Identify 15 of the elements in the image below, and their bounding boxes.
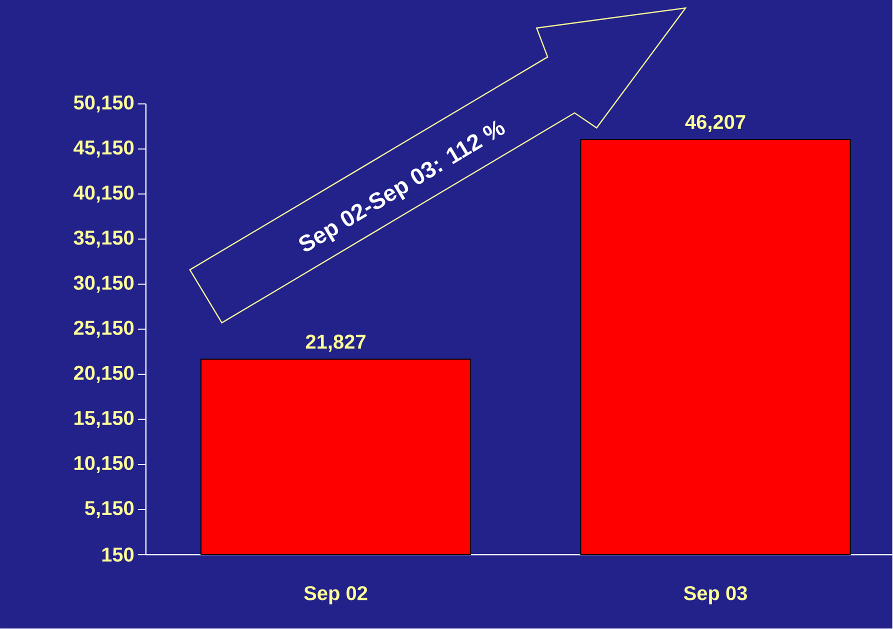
y-tick-label: 50,150	[74, 96, 134, 113]
x-tick-label: Sep 03	[684, 586, 748, 604]
y-tick-label: 25,150	[74, 320, 134, 338]
y-tick-label: 40,150	[74, 186, 134, 203]
y-tick-label: 150	[102, 548, 134, 562]
x-tick-label: Sep 02	[304, 586, 368, 604]
y-tick-label: 45,150	[74, 140, 134, 158]
y-tick-label: 30,150	[74, 276, 134, 293]
y-tick-label: 5,150	[84, 501, 134, 518]
y-tick-label: 10,150	[74, 456, 134, 474]
data-label: 21,827	[306, 334, 366, 352]
y-tick-label: 35,150	[74, 230, 134, 248]
y-tick-label: 15,150	[74, 411, 134, 428]
y-tick-label: 20,150	[74, 366, 134, 384]
data-label: 46,207	[685, 115, 746, 132]
